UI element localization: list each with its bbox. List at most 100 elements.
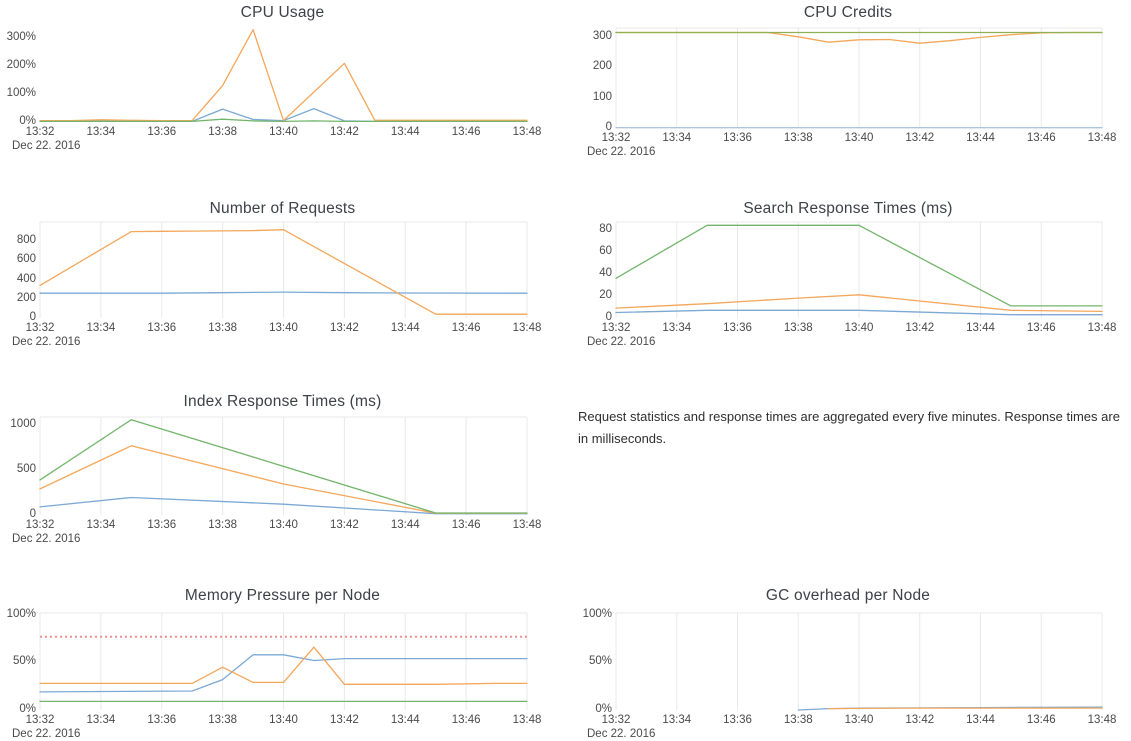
chart-title: CPU Usage [240,4,325,21]
x-axis-date-label: Dec 22. 2016 [587,146,656,158]
series-line-blue [615,309,1103,316]
x-axis-tick-label: 13:42 [905,714,935,726]
y-axis-tick-label: 600 [16,253,36,266]
line-chart-plot [39,416,528,515]
x-axis-tick-label: 13:44 [966,322,995,334]
x-axis-date-label: Dec 22. 2016 [12,140,81,152]
x-axis-tick-label: 13:46 [1026,132,1056,144]
x-axis-tick-label: 13:32 [25,126,55,138]
y-axis-tick-label: 50% [12,655,36,668]
x-axis-tick-label: 13:42 [329,519,359,531]
y-axis-tick-label: 0 [605,121,612,133]
x-axis-tick-label: 13:36 [147,519,177,531]
x-axis-tick-label: 13:40 [269,322,298,334]
series-line-orange [39,646,528,685]
x-axis-tick-label: 13:38 [208,322,238,334]
y-axis-tick-label: 200 [16,291,36,304]
x-axis-tick-label: 13:48 [1087,132,1117,144]
x-axis-tick-label: 13:38 [783,132,813,144]
x-axis-tick-label: 13:34 [662,322,692,334]
x-axis-tick-label: 13:44 [966,132,995,144]
y-axis-tick-label: 300 [592,30,612,43]
x-axis-tick-label: 13:38 [208,126,238,138]
y-axis-tick-label: 400 [16,272,36,285]
x-axis-tick-label: 13:40 [269,519,298,531]
x-axis-tick-label: 13:48 [512,126,542,138]
series-line-blue [39,291,528,294]
x-axis-tick-label: 13:42 [905,132,935,144]
series-line-blue [39,654,528,693]
x-axis-tick-label: 13:46 [1026,714,1056,726]
chart-search-response-times: Search Response Times (ms) 13:32 13:34 13:… [565,190,1131,355]
y-axis-tick-label: 40 [599,266,612,279]
series-line-orange [827,707,1103,710]
chart-title: Number of Requests [209,200,356,217]
x-axis-tick-label: 13:38 [208,714,238,726]
series-line-green [615,224,1103,307]
chart-cpu-credits: CPU Credits 13:32 13:34 13:36 13:38 13:40 13:… [565,0,1131,160]
y-axis-tick-label: 800 [16,234,36,247]
x-axis-tick-label: 13:44 [390,126,420,138]
x-axis-tick-label: 13:46 [451,126,481,138]
line-chart-plot [39,612,528,710]
x-axis-tick-label: 13:36 [147,322,177,334]
y-axis-tick-label: 50% [588,655,612,668]
x-axis-tick-label: 13:36 [723,322,752,334]
chart-cpu-usage: CPU Usage 13:32 13:34 13:36 13:38 13:40 13:42… [0,0,565,160]
x-axis-tick-label: 13:32 [601,132,631,144]
x-axis-date-label: Dec 22. 2016 [12,336,81,348]
x-axis-tick-label: 13:34 [662,132,692,144]
y-axis-tick-label: 100% [6,87,36,100]
chart-index-response-times: Index Response Times (ms) 13:32 13:34 13:3… [0,385,565,545]
series-line-orange [39,229,528,315]
x-axis-date-label: Dec 22. 2016 [12,728,81,740]
x-axis-tick-label: 13:32 [601,322,631,334]
chart-title: GC overhead per Node [765,587,931,604]
x-axis-tick-label: 13:46 [451,714,481,726]
x-axis-tick-label: 13:38 [783,714,813,726]
x-axis-tick-label: 13:46 [451,519,481,531]
y-axis-tick-label: 20 [599,288,612,301]
line-chart-plot [615,27,1103,129]
x-axis-tick-label: 13:32 [25,322,55,334]
x-axis-date-label: Dec 22. 2016 [587,728,656,740]
x-axis-tick-label: 13:44 [390,714,420,726]
x-axis-tick-label: 13:46 [451,322,481,334]
chart-title: Index Response Times (ms) [183,393,382,410]
line-chart-plot [615,221,1103,318]
x-axis-tick-label: 13:48 [512,322,542,334]
y-axis-tick-label: 1000 [10,418,36,431]
x-axis-tick-label: 13:34 [662,714,692,726]
y-axis-tick-label: 0 [29,508,36,520]
x-axis-tick-label: 13:40 [844,132,874,144]
x-axis-tick-label: 13:48 [1087,322,1117,334]
y-axis-tick-label: 0 [605,311,612,323]
y-axis-tick-label: 300% [6,31,36,44]
x-axis-tick-label: 13:42 [329,126,359,138]
chart-title: Memory Pressure per Node [184,587,381,604]
series-line-orange [615,294,1103,313]
y-axis-tick-label: 0% [19,703,36,715]
x-axis-tick-label: 13:36 [723,714,752,726]
y-axis-tick-label: 60 [599,244,612,257]
chart-number-of-requests: Number of Requests 13:32 13:34 13:36 13:38 1… [0,190,565,355]
x-axis-tick-label: 13:34 [86,519,116,531]
x-axis-tick-label: 13:36 [147,126,177,138]
series-line-orange [39,29,528,122]
x-axis-tick-label: 13:34 [86,322,116,334]
chart-title: Search Response Times (ms) [743,200,953,217]
chart-gc-overhead-per-node: GC overhead per Node 13:32 13:34 13:36 13:3… [565,580,1131,741]
line-chart-plot [615,612,1103,711]
x-axis-tick-label: 13:48 [512,519,542,531]
y-axis-tick-label: 100% [6,607,36,620]
y-axis-tick-label: 0% [19,115,36,127]
chart-memory-pressure-per-node: Memory Pressure per Node 13:32 13:34 13:36… [0,580,565,741]
y-axis-tick-label: 0 [29,311,36,323]
x-axis-tick-label: 13:34 [86,126,116,138]
x-axis-tick-label: 13:36 [723,132,752,144]
x-axis-tick-label: 13:40 [844,714,874,726]
x-axis-tick-label: 13:46 [1026,322,1056,334]
line-chart-plot [39,29,528,123]
series-line-green [39,419,528,514]
